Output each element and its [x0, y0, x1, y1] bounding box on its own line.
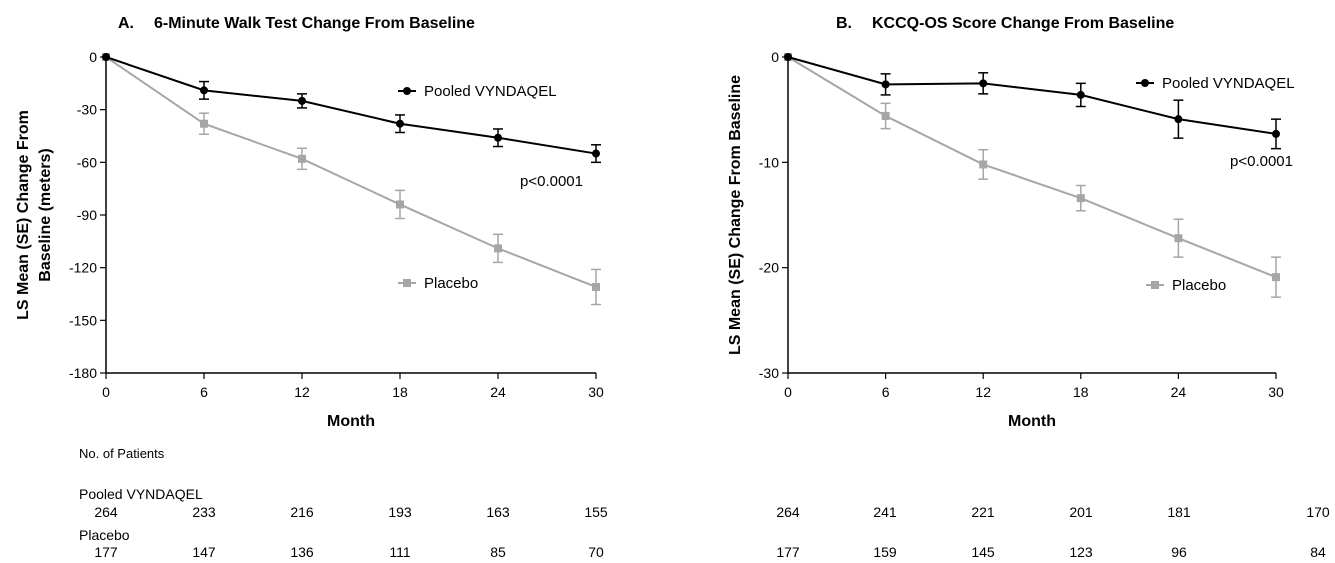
- panel-b-x-tick-label: 0: [784, 384, 792, 400]
- panel-a-vyndaqel-point: [494, 133, 502, 142]
- patients-header: No. of Patients: [79, 446, 165, 461]
- panel-b-placebo-count: 159: [873, 544, 897, 560]
- panel-a-vyndaqel-count: 155: [584, 504, 608, 520]
- panel-b-placebo-point: [1076, 194, 1085, 203]
- panel-a-legend-vyndaqel-marker: [403, 87, 411, 95]
- panel-a-placebo-count: 136: [290, 544, 314, 560]
- panel-a-y-tick-label: -150: [69, 312, 97, 328]
- panel-b-legend-vyndaqel-label: Pooled VYNDAQEL: [1162, 75, 1295, 92]
- panel-b-y-label: LS Mean (SE) Change From Baseline: [727, 75, 744, 355]
- panel-a-y-label: LS Mean (SE) Change From: [15, 110, 32, 320]
- panel-a-legend-vyndaqel-label: Pooled VYNDAQEL: [424, 83, 557, 100]
- panel-b-vyndaqel-count: 241: [873, 504, 897, 520]
- panel-b-y-tick-label: -10: [759, 154, 779, 170]
- panel-b-placebo-count: 123: [1069, 544, 1093, 560]
- panel-a-vyndaqel-count: 264: [94, 504, 118, 520]
- panel-b-vyndaqel-count: 181: [1167, 504, 1191, 520]
- charts-canvas: A. 6-Minute Walk Test Change From Baselin…: [15, 15, 1295, 430]
- panel-a-x-tick-label: 12: [294, 384, 310, 400]
- panel-a-placebo-point: [592, 282, 600, 291]
- panel-b-x-label: Month: [1008, 413, 1056, 430]
- panel-a-x-tick-label: 6: [200, 384, 208, 400]
- panel-b-placebo-count: 145: [971, 544, 995, 560]
- panel-b-vyndaqel-line: [787, 56, 1277, 135]
- panel-a-y-label: Baseline (meters): [37, 148, 54, 281]
- panel-b-y-tick-label: -20: [759, 260, 779, 276]
- panel-b-placebo-count: 177: [776, 544, 800, 560]
- panel-b-title: B. KCCQ-OS Score Change From Baseline: [836, 15, 1174, 32]
- panel-a-p-value: p<0.0001: [520, 173, 583, 190]
- panel-b-x-tick-label: 18: [1073, 384, 1089, 400]
- panel-b-vyndaqel-count: 170: [1306, 504, 1330, 520]
- panel-b-legend-vyndaqel-marker: [1141, 79, 1149, 87]
- panel-b-vyndaqel-point: [979, 79, 988, 88]
- panel-a-x-tick-label: 24: [490, 384, 506, 400]
- panel-b-p-value: p<0.0001: [1230, 153, 1293, 170]
- panel-b-vyndaqel-point: [1272, 129, 1280, 138]
- panel-b-x-tick-label: 30: [1268, 384, 1284, 400]
- panel-a-vyndaqel-count: 193: [388, 504, 412, 520]
- panel-b-placebo-line: [787, 56, 1277, 279]
- panel-b-y-tick-label: 0: [771, 49, 779, 65]
- panel-a-x-tick-label: 0: [102, 384, 110, 400]
- vyndaqel-row-label: Pooled VYNDAQEL: [79, 486, 203, 502]
- panel-b-y-tick-label: -30: [759, 365, 779, 381]
- panel-a-vyndaqel-point: [200, 86, 208, 95]
- panel-b-vyndaqel-count: 221: [971, 504, 995, 520]
- placebo-row-label: Placebo: [79, 527, 130, 543]
- panel-a-y-tick-label: -90: [77, 207, 97, 223]
- panel-a-placebo-point: [298, 154, 306, 163]
- panel-a-placebo-count: 147: [192, 544, 216, 560]
- panel-a-vyndaqel-point: [298, 96, 306, 105]
- panel-a-y-tick-label: 0: [89, 49, 97, 65]
- panel-a-title: A. 6-Minute Walk Test Change From Baselin…: [118, 15, 475, 32]
- panel-a-vyndaqel-count: 216: [290, 504, 314, 520]
- panel-a-placebo-count: 85: [490, 544, 506, 560]
- panel-b-vyndaqel-point: [1076, 90, 1085, 99]
- panel-a-placebo-count: 111: [389, 544, 411, 560]
- panel-b-legend-placebo-marker: [1151, 281, 1159, 289]
- panel-a-placebo-point: [200, 119, 208, 128]
- panel-b-placebo-point: [979, 160, 988, 169]
- panel-a-placebo-count: 177: [94, 544, 118, 560]
- panel-b-x-tick-label: 6: [882, 384, 890, 400]
- panel-a-placebo-count: 70: [588, 544, 604, 560]
- panel-a-placebo-point: [396, 200, 404, 209]
- panel-a-y-tick-label: -60: [77, 154, 97, 170]
- panel-b-vyndaqel-point: [784, 53, 792, 61]
- panel-b-vyndaqel-point: [881, 80, 890, 89]
- panel-b-vyndaqel-point: [1174, 115, 1183, 124]
- panel-a-y-tick-label: -120: [69, 260, 97, 276]
- panel-a-placebo-point: [494, 244, 502, 253]
- panel-b-x-tick-label: 24: [1171, 384, 1187, 400]
- panel-a-y-tick-label: -30: [77, 102, 97, 118]
- panel-b-placebo-point: [1174, 234, 1183, 243]
- panel-a-y-tick-label: -180: [69, 365, 97, 381]
- panel-b-placebo-point: [1272, 273, 1280, 282]
- panel-b-x-tick-label: 12: [975, 384, 991, 400]
- panel-b-placebo-count: 84: [1310, 544, 1326, 560]
- panel-a-legend-placebo-marker: [403, 279, 411, 287]
- panel-a-vyndaqel-point: [396, 119, 404, 128]
- panel-b-placebo-point: [881, 111, 890, 120]
- panel-a-vyndaqel-point: [102, 53, 110, 61]
- panel-a-legend-placebo-label: Placebo: [424, 275, 478, 292]
- panel-a-placebo-line: [105, 56, 597, 288]
- panel-b-vyndaqel-count: 201: [1069, 504, 1093, 520]
- panel-b-legend-placebo-label: Placebo: [1172, 277, 1226, 294]
- panel-a-vyndaqel-count: 163: [486, 504, 510, 520]
- panel-b-placebo-count: 96: [1171, 544, 1187, 560]
- panel-a-vyndaqel-point: [592, 149, 600, 158]
- panel-a-vyndaqel-count: 233: [192, 504, 216, 520]
- panel-a-vyndaqel-line: [105, 56, 597, 155]
- panel-b-vyndaqel-count: 264: [776, 504, 800, 520]
- panel-a-x-label: Month: [327, 413, 375, 430]
- panel-a-x-tick-label: 30: [588, 384, 604, 400]
- panel-a-x-tick-label: 18: [392, 384, 408, 400]
